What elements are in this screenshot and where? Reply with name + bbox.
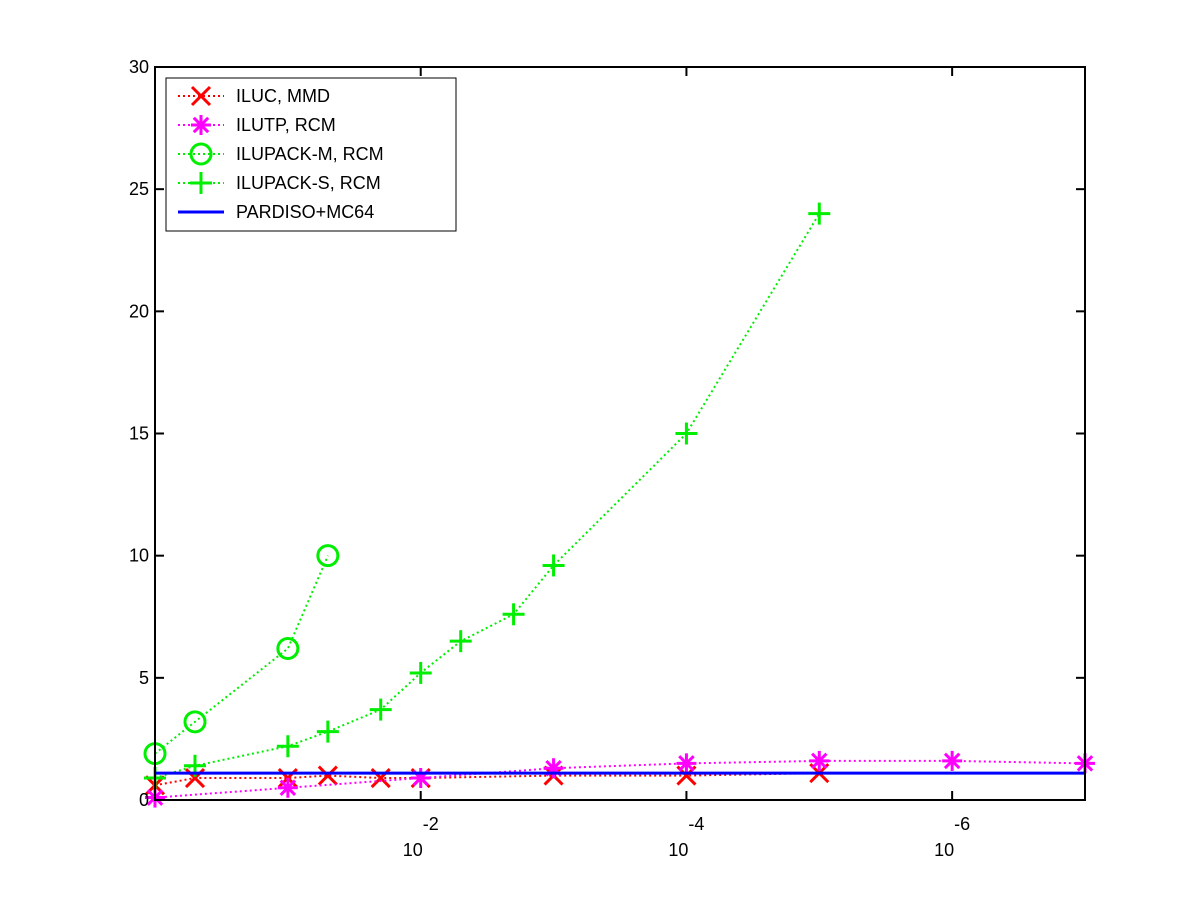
series-ilupack-m-rcm-point (316, 544, 340, 568)
x-tick-base: 10 (934, 840, 954, 860)
series-ilupack-s-rcm-point (316, 720, 339, 743)
series-ilutp-rcm-point (809, 750, 830, 771)
series-ilupack-s-rcm-point (449, 630, 472, 653)
plot-frame (154, 66, 1086, 801)
x-tick-exponent: -6 (954, 814, 970, 834)
series-iluc-mmd-point-stroke (317, 765, 338, 786)
x-tick-exponent: -2 (423, 814, 439, 834)
legend-label: ILUPACK-S, RCM (236, 173, 381, 193)
legend-swatch-marker-stroke (190, 85, 212, 107)
series-ilupack-m-rcm-point-stroke (316, 544, 340, 568)
legend-swatch-marker (191, 115, 211, 135)
y-tick-label: 10 (129, 546, 149, 566)
legend: ILUC, MMD ILUTP, RCM ILUPACK-M, RCM ILUPACK… (165, 77, 457, 232)
series-ilutp-rcm-point (277, 777, 298, 798)
y-tick-label: 15 (129, 424, 149, 444)
series-ilutp-rcm-point-stroke (678, 755, 695, 772)
legend-swatch-marker (189, 142, 213, 166)
y-tick-label: 25 (129, 179, 149, 199)
legend-label: ILUC, MMD (236, 86, 330, 106)
series-ilutp-rcm-point-stroke (279, 779, 297, 797)
series-ilupack-s-rcm-point (409, 661, 432, 684)
legend-label: ILUTP, RCM (236, 115, 336, 135)
series-ilutp-rcm-point (543, 758, 564, 779)
series-ilupack-s-rcm-point (542, 554, 565, 577)
legend-swatch-marker (190, 172, 212, 194)
y-tick-label: 20 (129, 301, 149, 321)
series-ilupack-m-rcm-point (183, 710, 207, 734)
series-ilupack-m-rcm-point (276, 637, 300, 661)
legend-label: PARDISO+MC64 (236, 202, 374, 222)
x-tick-base: 10 (403, 840, 423, 860)
series-ilupack-s-rcm-point (502, 603, 525, 626)
series-ilupack-s-rcm-point (675, 422, 698, 445)
series-iluc-mmd-point (317, 765, 338, 786)
series-ilupack-m-rcm-point-stroke (276, 637, 300, 661)
legend-swatch-marker-stroke (192, 116, 210, 134)
x-tick-exponent: -4 (688, 814, 704, 834)
series-ilutp-rcm-line (154, 759, 1086, 799)
series-ilupack-m-rcm-line (154, 555, 329, 755)
series-ilupack-s-rcm (144, 202, 831, 790)
y-tick-label: 30 (129, 57, 149, 77)
series-ilupack-s-rcm-point (369, 698, 392, 721)
legend-label: ILUPACK-M, RCM (236, 144, 384, 164)
series-ilupack-s-rcm-point (808, 202, 831, 225)
series-ilutp-rcm-point (410, 768, 431, 789)
series-ilutp-rcm-point-stroke (811, 752, 828, 770)
y-tick-label: 0 (139, 790, 149, 810)
series-layer (143, 202, 1095, 808)
x-tick-base: 10 (668, 840, 688, 860)
legend-swatch-marker-stroke (189, 142, 213, 166)
series-ilutp-rcm-point-stroke (943, 752, 961, 770)
series-ilutp-rcm-point (676, 753, 697, 774)
series-ilupack-s-rcm-point (276, 735, 299, 758)
series-ilutp-rcm-point (942, 750, 963, 771)
series-ilupack-m-rcm-point-stroke (183, 710, 207, 734)
legend-swatch-marker (190, 85, 212, 107)
y-tick-label: 5 (139, 668, 149, 688)
